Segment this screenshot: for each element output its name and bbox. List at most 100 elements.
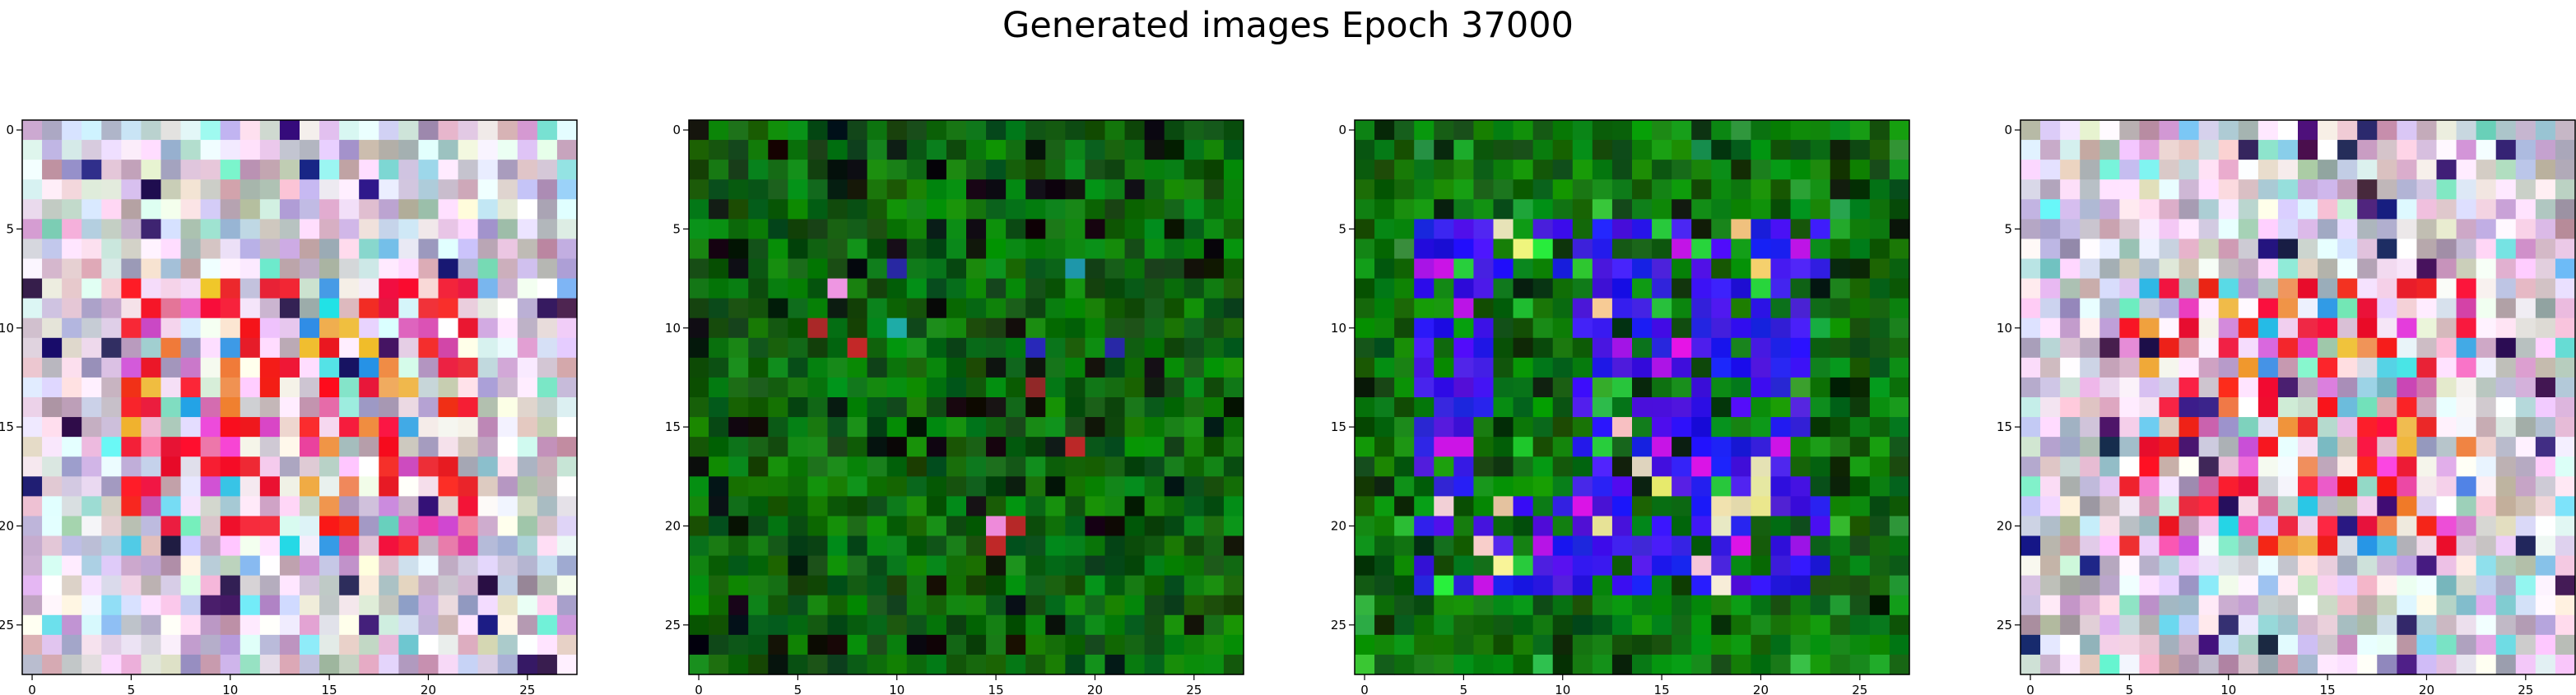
heatmap-cell [220,160,241,180]
heatmap-cell [537,417,558,438]
heatmap-cell [1889,417,1910,438]
heatmap-cell [2218,160,2239,180]
heatmap-cell [2436,516,2457,537]
heatmap-cell [477,614,499,636]
heatmap-cell [1394,654,1415,675]
heatmap-cell [438,535,459,557]
heatmap-cell [497,417,518,438]
heatmap-cell [180,634,202,656]
heatmap-cell [2377,377,2397,398]
heatmap-cell [1006,179,1026,200]
heatmap-cell [2397,278,2418,299]
heatmap-cell [81,456,102,477]
heatmap-cell [2337,417,2358,438]
heatmap-cell [689,219,709,240]
heatmap-cell [1849,239,1871,260]
heatmap-cell [379,179,399,200]
heatmap-cell [748,258,769,280]
heatmap-cell [1711,516,1732,537]
heatmap-cell [1711,317,1732,339]
heatmap-cell [101,377,122,398]
heatmap-cell [2377,437,2397,457]
heatmap-cell [1025,377,1046,398]
heatmap-cell [2555,219,2576,240]
heatmap-cell [2515,595,2536,616]
heatmap-cell [2238,160,2259,180]
heatmap-cell [807,397,829,418]
heatmap-cell [121,614,142,636]
heatmap-cell [1592,575,1613,596]
heatmap-cell [2159,337,2180,359]
heatmap-cell [2476,317,2497,339]
heatmap-cell [1144,199,1165,220]
heatmap-cell [300,337,320,359]
heatmap-cell [1085,634,1106,656]
heatmap-cell [339,337,360,359]
heatmap-cell [300,239,320,260]
heatmap-cell [1611,219,1633,240]
heatmap-cell [2416,397,2438,418]
heatmap-cell [1711,377,1732,398]
heatmap-cell [259,417,281,438]
heatmap-cell [1183,258,1205,280]
heatmap-cell [926,634,947,656]
heatmap-cell [200,417,221,438]
heatmap-cell [1532,516,1554,537]
heatmap-cell [2099,476,2120,497]
heatmap-cell [1006,337,1026,359]
heatmap-cell [1065,337,1086,359]
heatmap-cell [2535,377,2556,398]
heatmap-cell [141,575,162,596]
heatmap-cell [2218,614,2239,636]
heatmap-cell [2298,437,2318,457]
heatmap-cell [1183,456,1205,477]
heatmap-cell [807,258,829,280]
heatmap-cell [2159,476,2180,497]
heatmap-cell [379,437,399,457]
heatmap-cell [1790,298,1811,319]
heatmap-cell [1652,516,1672,537]
heatmap-cell [2377,417,2397,438]
y-tick-label: 10 [1997,321,2012,336]
heatmap-cell [2178,535,2200,557]
heatmap-cell [220,317,241,339]
heatmap-cell [807,278,829,299]
heatmap-cell [1611,437,1633,457]
heatmap-cell [2218,555,2239,577]
heatmap-cell [2476,377,2497,398]
heatmap-cell [2020,357,2041,378]
heatmap-cell [2555,120,2576,141]
heatmap-cell [279,377,300,398]
heatmap-cell [1493,120,1514,141]
heatmap-cell [121,317,142,339]
heatmap-cell [477,160,499,180]
heatmap-cell [319,437,340,457]
heatmap-cell [160,397,182,418]
heatmap-cell [689,456,709,477]
heatmap-cell [279,298,300,319]
heatmap-cell [398,516,420,537]
heatmap-cell [259,535,281,557]
heatmap-cell [986,575,1007,596]
heatmap-cell [1790,337,1811,359]
heatmap-cell [319,456,340,477]
heatmap-cell [1849,120,1871,141]
heatmap-cell [2476,298,2497,319]
heatmap-cell [2416,219,2438,240]
heatmap-cell [101,337,122,359]
heatmap-cell [1869,239,1890,260]
heatmap-cell [906,140,928,160]
heatmap-cell [1632,199,1653,220]
heatmap-cell [1849,516,1871,537]
heatmap-cell [1691,614,1712,636]
heatmap-cell [458,120,479,141]
heatmap-cell [2020,140,2041,160]
heatmap-cell [141,476,162,497]
heatmap-cell [2357,417,2378,438]
heatmap-cell [748,654,769,675]
heatmap-cell [2495,219,2517,240]
heatmap-cell [1532,199,1554,220]
heatmap-cell [1414,160,1434,180]
heatmap-cell [2318,496,2338,517]
heatmap-cell [2515,535,2536,557]
